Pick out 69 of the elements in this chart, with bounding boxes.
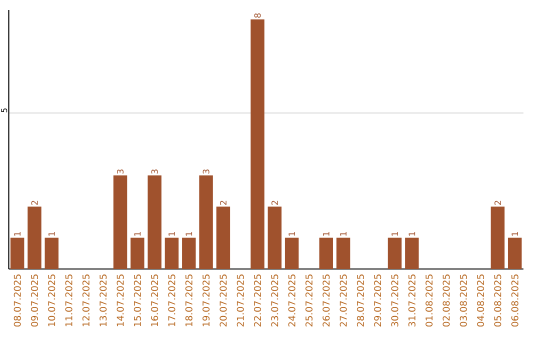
x-tick-label: 13.07.2025 [100,274,107,326]
bar [490,206,505,269]
bar [284,238,299,269]
bar [113,175,128,269]
data-label: 2 [220,200,226,205]
bar [216,206,230,269]
x-tick-label: 17.07.2025 [168,274,176,326]
bar [336,238,350,269]
bar [388,238,402,269]
x-tick-label: 19.07.2025 [202,274,210,326]
x-tick-label: 28.07.2025 [356,274,364,326]
x-tick-label: 01.08.2025 [426,274,433,327]
bar [148,175,162,269]
x-tick-label: 27.07.2025 [340,274,347,326]
bar [508,238,522,269]
x-tick-label: 10.07.2025 [48,274,56,326]
bar [28,206,42,269]
bar [268,206,282,269]
x-tick-label: 23.07.2025 [271,274,278,326]
data-label: 2 [494,200,501,205]
data-label: 1 [392,232,398,236]
x-tick-label: 26.07.2025 [322,274,330,326]
x-tick-label: 20.07.2025 [220,274,227,326]
data-label: 1 [340,232,346,236]
data-label: 1 [322,232,330,236]
x-tick-label: 16.07.2025 [151,274,158,326]
bar [164,238,179,269]
bar [250,19,264,269]
x-tick-label: 11.07.2025 [65,274,72,326]
data-label: 2 [271,200,278,205]
x-tick-label: 22.07.2025 [254,274,262,326]
data-label: 8 [254,13,261,18]
data-label: 1 [512,232,518,236]
x-tick-label: 02.08.2025 [442,274,450,327]
bar [10,238,24,269]
bar [199,175,213,269]
data-label: 3 [151,170,158,174]
x-tick-label: 30.07.2025 [391,274,398,326]
x-tick-label: 06.08.2025 [511,274,518,327]
data-label: 1 [134,232,141,236]
x-tick-label: 31.07.2025 [408,274,416,326]
x-tick-label: 25.07.2025 [305,274,312,326]
x-tick-label: 21.07.2025 [236,274,244,326]
bar [405,238,419,269]
x-tick-label: 15.07.2025 [134,274,141,326]
x-tick-label: 29.07.2025 [374,274,382,326]
x-tick-label: 04.08.2025 [477,274,484,327]
x-tick-label: 03.08.2025 [460,274,467,327]
x-tick-label: 09.07.2025 [30,274,38,327]
x-tick-label: 05.08.2025 [494,274,502,327]
y-tick-label: 5 [1,108,8,112]
x-tick-label: 12.07.2025 [82,274,90,326]
x-tick-label: 18.07.2025 [185,274,192,326]
bar [44,238,59,269]
data-label: 1 [288,232,295,236]
bar [130,238,144,269]
data-label: 3 [117,170,124,174]
data-label: 1 [186,232,192,236]
data-label: 1 [14,232,20,236]
data-label: 1 [168,232,175,236]
data-label: 1 [408,232,416,236]
data-label: 2 [31,200,38,205]
bar [182,238,196,269]
x-tick-label: 14.07.2025 [116,274,124,326]
x-tick-label: 08.07.2025 [14,274,21,327]
bar [319,238,333,269]
x-tick-label: 24.07.2025 [288,274,296,326]
data-label: 1 [48,232,55,236]
data-label: 3 [202,170,210,174]
